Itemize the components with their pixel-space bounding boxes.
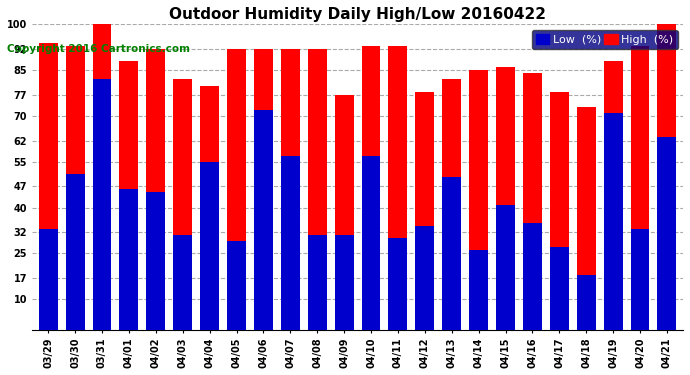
Bar bbox=[335, 95, 353, 330]
Bar bbox=[415, 92, 434, 330]
Bar bbox=[66, 46, 84, 330]
Bar bbox=[362, 46, 380, 330]
Bar bbox=[335, 235, 353, 330]
Bar bbox=[146, 192, 165, 330]
Bar bbox=[631, 229, 649, 330]
Bar bbox=[308, 49, 326, 330]
Bar bbox=[469, 70, 488, 330]
Bar bbox=[119, 189, 138, 330]
Bar bbox=[388, 46, 407, 330]
Bar bbox=[469, 251, 488, 330]
Bar bbox=[415, 226, 434, 330]
Bar bbox=[39, 229, 57, 330]
Bar bbox=[281, 49, 299, 330]
Bar bbox=[308, 235, 326, 330]
Bar bbox=[631, 46, 649, 330]
Bar bbox=[92, 80, 111, 330]
Bar bbox=[523, 223, 542, 330]
Bar bbox=[550, 248, 569, 330]
Text: Copyright 2016 Cartronics.com: Copyright 2016 Cartronics.com bbox=[7, 45, 190, 54]
Bar bbox=[388, 238, 407, 330]
Bar bbox=[658, 138, 676, 330]
Bar bbox=[227, 241, 246, 330]
Bar bbox=[146, 49, 165, 330]
Bar bbox=[227, 49, 246, 330]
Bar bbox=[496, 67, 515, 330]
Bar bbox=[92, 24, 111, 330]
Bar bbox=[604, 113, 622, 330]
Bar bbox=[281, 156, 299, 330]
Bar bbox=[442, 177, 461, 330]
Bar bbox=[254, 49, 273, 330]
Bar bbox=[200, 162, 219, 330]
Bar bbox=[577, 275, 595, 330]
Bar bbox=[550, 92, 569, 330]
Bar bbox=[200, 86, 219, 330]
Bar bbox=[173, 80, 192, 330]
Bar bbox=[39, 43, 57, 330]
Title: Outdoor Humidity Daily High/Low 20160422: Outdoor Humidity Daily High/Low 20160422 bbox=[169, 7, 546, 22]
Bar bbox=[254, 110, 273, 330]
Legend: Low  (%), High  (%): Low (%), High (%) bbox=[531, 30, 678, 50]
Bar bbox=[523, 74, 542, 330]
Bar bbox=[66, 174, 84, 330]
Bar bbox=[577, 107, 595, 330]
Bar bbox=[362, 156, 380, 330]
Bar bbox=[119, 61, 138, 330]
Bar bbox=[173, 235, 192, 330]
Bar bbox=[496, 205, 515, 330]
Bar bbox=[442, 80, 461, 330]
Bar bbox=[604, 61, 622, 330]
Bar bbox=[658, 24, 676, 330]
